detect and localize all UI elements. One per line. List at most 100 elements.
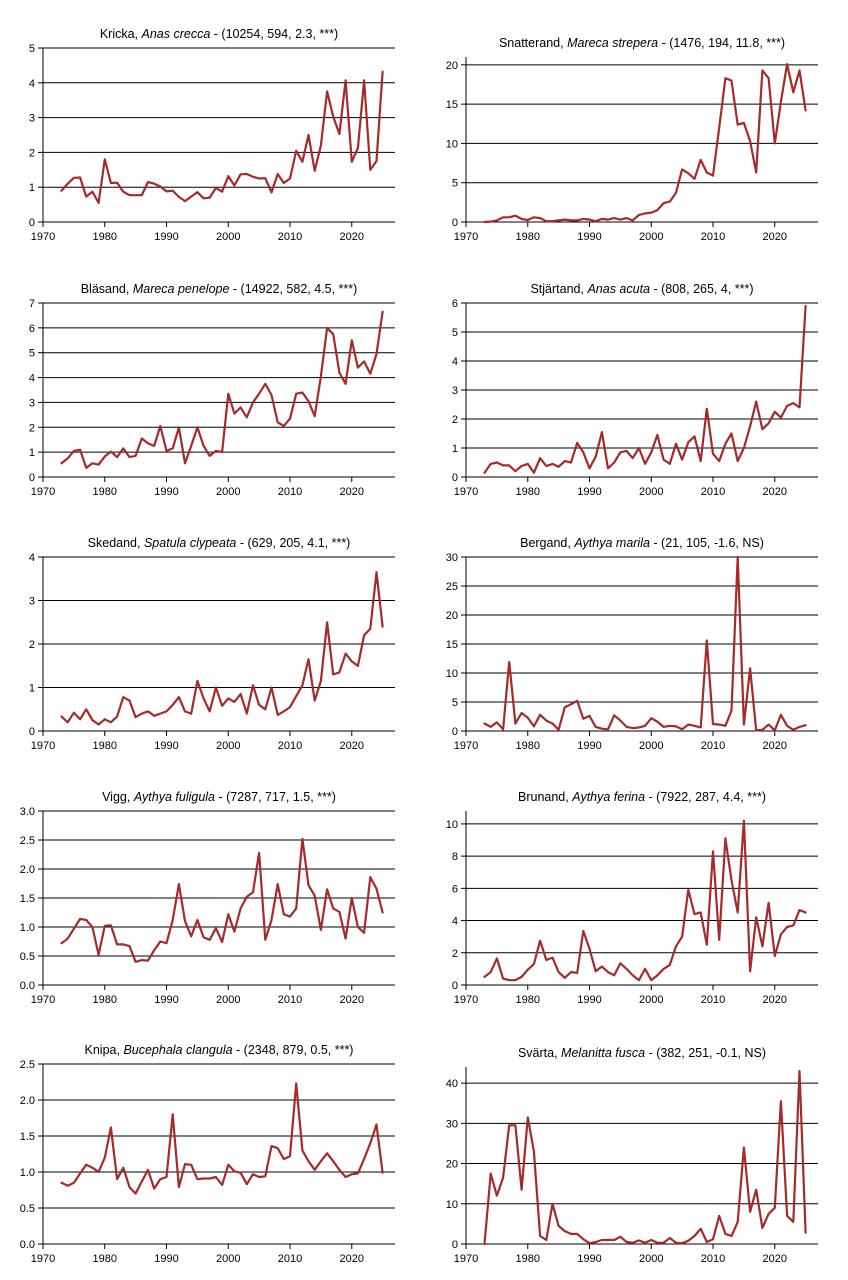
y-tick-label: 4 xyxy=(29,78,35,90)
x-tick-label: 1980 xyxy=(516,231,540,243)
title-species-name: Bucephala clangula xyxy=(123,1043,232,1057)
y-tick-label: 0 xyxy=(452,217,458,229)
y-tick-label: 2 xyxy=(29,639,35,651)
series-line xyxy=(60,571,384,726)
line-chart: Svärta, Melanitta fusca - (382, 251, -0.… xyxy=(446,1046,818,1265)
x-tick-label: 2000 xyxy=(216,994,240,1006)
x-tick-label: 2010 xyxy=(701,1253,725,1265)
y-tick-label: 15 xyxy=(446,639,458,651)
x-tick-label: 2020 xyxy=(763,740,787,752)
y-tick-label: 0.5 xyxy=(20,1203,35,1215)
y-tick-label: 0 xyxy=(29,472,35,484)
chart-title: Stjärtand, Anas acuta - (808, 265, 4, **… xyxy=(530,282,753,296)
x-tick-label: 1980 xyxy=(516,740,540,752)
y-tick-label: 1.5 xyxy=(20,893,35,905)
x-tick-label: 1980 xyxy=(93,486,117,498)
x-tick-label: 1990 xyxy=(154,994,178,1006)
chart-title: Svärta, Melanitta fusca - (382, 251, -0.… xyxy=(518,1046,766,1060)
x-tick-label: 2000 xyxy=(216,1253,240,1265)
title-common-name: Skedand, xyxy=(88,536,144,550)
y-tick-label: 5 xyxy=(29,43,35,55)
title-stats: - (21, 105, -1.6, NS) xyxy=(650,536,764,550)
title-species-name: Aythya ferina xyxy=(571,790,645,804)
series-line xyxy=(483,1069,807,1246)
line-chart: Vigg, Aythya fuligula - (7287, 717, 1.5,… xyxy=(20,790,395,1006)
series-line xyxy=(60,70,384,204)
x-tick-label: 1980 xyxy=(516,486,540,498)
x-tick-label: 2010 xyxy=(278,231,302,243)
chart-title: Skedand, Spatula clypeata - (629, 205, 4… xyxy=(88,536,351,550)
line-chart: Bläsand, Mareca penelope - (14922, 582, … xyxy=(29,282,395,498)
x-tick-label: 2010 xyxy=(278,740,302,752)
x-tick-label: 1990 xyxy=(154,740,178,752)
x-tick-label: 1970 xyxy=(31,994,55,1006)
title-common-name: Bergand, xyxy=(520,536,574,550)
line-chart: Kricka, Anas crecca - (10254, 594, 2.3, … xyxy=(29,27,395,243)
y-tick-label: 3.0 xyxy=(20,806,35,818)
line-chart: Skedand, Spatula clypeata - (629, 205, 4… xyxy=(29,536,395,752)
x-tick-label: 1990 xyxy=(577,486,601,498)
y-tick-label: 4 xyxy=(452,356,458,368)
chart-title: Brunand, Aythya ferina - (7922, 287, 4.4… xyxy=(518,790,766,804)
y-tick-label: 4 xyxy=(29,373,35,385)
y-tick-label: 0 xyxy=(452,980,458,992)
y-tick-label: 0.0 xyxy=(20,980,35,992)
x-tick-label: 1970 xyxy=(454,740,478,752)
x-tick-label: 2010 xyxy=(278,486,302,498)
y-tick-label: 10 xyxy=(446,138,458,150)
y-tick-label: 4 xyxy=(452,916,458,928)
series-line xyxy=(60,1082,384,1195)
y-tick-label: 1.0 xyxy=(20,922,35,934)
x-tick-label: 1970 xyxy=(454,486,478,498)
title-stats: - (7922, 287, 4.4, ***) xyxy=(645,790,766,804)
line-chart: Knipa, Bucephala clangula - (2348, 879, … xyxy=(20,1043,395,1265)
y-tick-label: 15 xyxy=(446,99,458,111)
y-tick-label: 30 xyxy=(446,1118,458,1130)
title-species-name: Anas crecca xyxy=(141,27,211,41)
x-tick-label: 2000 xyxy=(216,740,240,752)
chart-title: Bergand, Aythya marila - (21, 105, -1.6,… xyxy=(520,536,764,550)
x-tick-label: 2000 xyxy=(639,740,663,752)
x-tick-label: 2010 xyxy=(278,1253,302,1265)
y-tick-label: 20 xyxy=(446,1159,458,1171)
chart-panel: Kricka, Anas crecca - (10254, 594, 2.3, … xyxy=(0,0,424,255)
y-tick-label: 1.0 xyxy=(20,1167,35,1179)
y-tick-label: 8 xyxy=(452,851,458,863)
title-species-name: Mareca penelope xyxy=(133,282,230,296)
y-tick-label: 10 xyxy=(446,819,458,831)
y-tick-label: 3 xyxy=(29,596,35,608)
y-tick-label: 20 xyxy=(446,610,458,622)
y-tick-label: 1 xyxy=(452,443,458,455)
series-line xyxy=(483,62,807,224)
x-tick-label: 1990 xyxy=(577,1253,601,1265)
x-tick-label: 1990 xyxy=(577,231,601,243)
y-tick-label: 2.5 xyxy=(20,1059,35,1071)
y-tick-label: 5 xyxy=(452,697,458,709)
x-tick-label: 2000 xyxy=(216,231,240,243)
y-tick-label: 1 xyxy=(29,683,35,695)
y-tick-label: 0 xyxy=(29,217,35,229)
x-tick-label: 2020 xyxy=(340,231,364,243)
y-tick-label: 7 xyxy=(29,298,35,310)
chart-title: Bläsand, Mareca penelope - (14922, 582, … xyxy=(81,282,358,296)
line-chart: Brunand, Aythya ferina - (7922, 287, 4.4… xyxy=(446,790,818,1006)
y-tick-label: 40 xyxy=(446,1078,458,1090)
chart-panel: Knipa, Bucephala clangula - (2348, 879, … xyxy=(0,1025,424,1280)
title-species-name: Aythya marila xyxy=(573,536,650,550)
title-stats: - (7287, 717, 1.5, ***) xyxy=(215,790,336,804)
x-tick-label: 1970 xyxy=(454,1253,478,1265)
y-tick-label: 0 xyxy=(452,1239,458,1251)
title-common-name: Snatterand, xyxy=(499,36,567,50)
title-common-name: Brunand, xyxy=(518,790,572,804)
chart-panel: Brunand, Aythya ferina - (7922, 287, 4.4… xyxy=(424,767,848,1022)
title-common-name: Svärta, xyxy=(518,1046,561,1060)
x-tick-label: 2000 xyxy=(639,1253,663,1265)
y-tick-label: 2.0 xyxy=(20,1095,35,1107)
chart-panel: Skedand, Spatula clypeata - (629, 205, 4… xyxy=(0,512,424,767)
y-tick-label: 5 xyxy=(452,327,458,339)
y-tick-label: 0 xyxy=(452,726,458,738)
x-tick-label: 2000 xyxy=(216,486,240,498)
y-tick-label: 1 xyxy=(29,447,35,459)
title-stats: - (10254, 594, 2.3, ***) xyxy=(210,27,338,41)
